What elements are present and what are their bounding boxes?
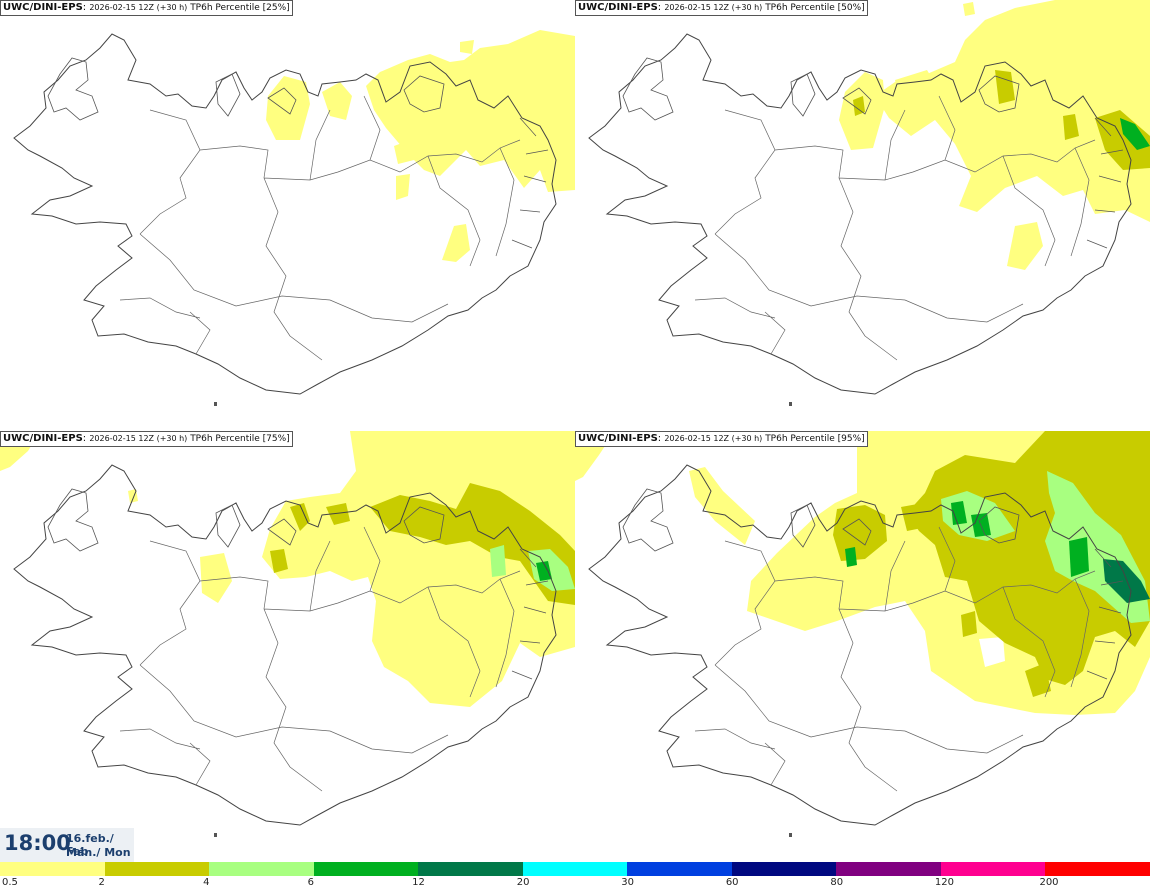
map-panel-p25: UWC/DINI-EPS: 2026-02-15 12Z (+30 h) TP6… [0,0,575,430]
precip-area [995,70,1015,104]
precip-area [979,637,1005,667]
colorbar-tick-label: 20 [516,877,530,888]
precip-area [963,2,975,16]
run-time: 2026-02-15 12Z (+30 h) [664,434,763,443]
precip-area [901,503,927,531]
precip-area [442,224,470,262]
colorbar-segment [0,862,105,876]
panel-title: UWC/DINI-EPS: 2026-02-15 12Z (+30 h) TP6… [0,431,293,447]
valid-time: 18:00 [4,831,71,855]
colorbar-tick-label: 80 [830,877,844,888]
variable-name: TP6h Percentile [25%] [190,3,290,13]
precip-area [833,505,887,561]
colorbar-segment [1045,862,1150,876]
colorbar-segment [104,862,210,876]
run-time: 2026-02-15 12Z (+30 h) [89,434,188,443]
colorbar-segment [418,862,523,876]
map-panel-p95: UWC/DINI-EPS: 2026-02-15 12Z (+30 h) TP6… [575,431,1150,861]
model-name: UWC/DINI-EPS [578,2,658,13]
precip-area [528,549,575,591]
run-time: 2026-02-15 12Z (+30 h) [89,3,188,12]
panel-title: UWC/DINI-EPS: 2026-02-15 12Z (+30 h) TP6… [575,0,868,16]
panel-title: UWC/DINI-EPS: 2026-02-15 12Z (+30 h) TP6… [575,431,868,447]
colorbar-tick-label: 0.5 [2,877,18,888]
colorbar-segment [627,862,732,876]
precip-map-p50 [588,0,1150,407]
colorbar-tick-label: 200 [1039,877,1059,888]
colorbar-segment [313,862,419,876]
colorbar-segment [522,862,628,876]
precip-area [290,503,310,531]
map-panel-p75: UWC/DINI-EPS: 2026-02-15 12Z (+30 h) TP6… [0,431,575,861]
variable-name: TP6h Percentile [75%] [190,434,290,444]
colorbar-segment [940,862,1046,876]
precip-area [200,553,232,603]
model-name: UWC/DINI-EPS [578,433,658,444]
precip-area [1069,537,1089,577]
precip-colorbar [0,862,1150,876]
map-panel-p50: UWC/DINI-EPS: 2026-02-15 12Z (+30 h) TP6… [575,0,1150,430]
precip-area [366,30,575,192]
colorbar-tick-label: 12 [412,877,425,888]
colorbar-tick-label: 4 [203,877,210,888]
run-time: 2026-02-15 12Z (+30 h) [664,3,763,12]
precip-area [322,82,352,120]
colorbar-segment [209,862,314,876]
precip-area [845,547,857,567]
colorbar-tick-label: 120 [934,877,954,888]
colorbar-segment [836,862,941,876]
colorbar-tick-label: 2 [98,877,105,888]
panel-title: UWC/DINI-EPS: 2026-02-15 12Z (+30 h) TP6… [0,0,293,16]
precip-area [536,561,552,581]
precip-area [326,503,350,525]
precip-area [128,489,138,503]
valid-weekday: Mán./ Mon [66,846,131,859]
precip-area [396,174,410,200]
variable-name: TP6h Percentile [50%] [765,3,865,13]
precip-area [394,140,414,164]
valid-date: 16.feb./ Feb [66,832,114,858]
precip-area [961,611,977,637]
precip-area [951,501,967,525]
precip-area [1120,118,1150,150]
precip-area [1007,222,1043,270]
precip-map-p75 [0,431,575,838]
valid-time-box: 18:00 16.feb./ Feb Mán./ Mon [0,828,134,862]
precip-area [370,483,575,605]
precip-area [460,40,474,54]
colorbar-tick-label: 6 [307,877,314,888]
precip-area [1025,663,1051,697]
model-name: UWC/DINI-EPS [3,2,83,13]
precip-area [1063,114,1079,140]
precip-area [490,545,506,577]
model-name: UWC/DINI-EPS [3,433,83,444]
colorbar-tick-label: 60 [725,877,739,888]
precip-area [270,549,288,573]
precip-area [689,467,755,545]
precip-map-p25 [13,30,575,407]
colorbar-ticks: 0.5 2 4 6 12 20 30 60 80 120 200 [0,876,1150,890]
precip-area [266,76,310,140]
precip-area [853,96,865,116]
precip-area [875,0,1150,222]
precip-map-p95 [575,431,1150,838]
variable-name: TP6h Percentile [95%] [765,434,865,444]
colorbar-tick-label: 30 [621,877,634,888]
colorbar-segment [731,862,837,876]
